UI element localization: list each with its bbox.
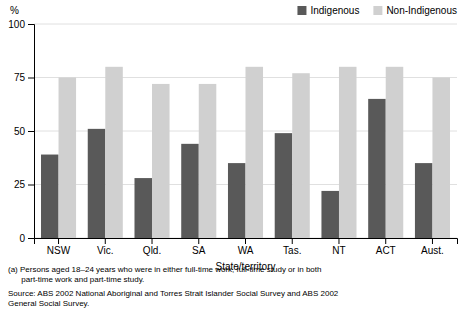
footnote: Source: ABS 2002 National Aboriginal and… <box>8 289 339 298</box>
bar <box>415 163 433 238</box>
y-tick: 50 <box>14 126 34 137</box>
footnotes: (a) Persons aged 18–24 years who were in… <box>8 265 339 308</box>
x-tick-label: Qld. <box>143 245 161 256</box>
chart: 0 25 50 75 100 NSW Vic. Qld. SA WA Tas. NT ACT Aust.%… <box>0 0 467 312</box>
y-tick: 100 <box>8 19 34 30</box>
x-tick-label: Tas. <box>283 245 301 256</box>
x-tick: ACT <box>376 238 396 256</box>
x-tick: Qld. <box>143 238 161 256</box>
x-tick-label: NSW <box>47 245 71 256</box>
x-tick-mark <box>385 238 386 244</box>
y-tick-label: 100 <box>8 19 25 30</box>
y-tick: 75 <box>14 72 34 83</box>
legend-swatch <box>373 6 382 15</box>
footnote: part-time work and part-time study. <box>8 275 144 284</box>
x-tick-label: NT <box>332 245 345 256</box>
bar-series <box>59 67 450 238</box>
bar <box>59 78 77 239</box>
y-tick: 25 <box>14 179 34 190</box>
bar <box>292 73 310 238</box>
bar <box>134 178 152 238</box>
grid-line <box>34 24 457 25</box>
y-tick-mark <box>28 185 34 186</box>
bar <box>246 67 264 238</box>
x-tick: NSW <box>47 238 71 256</box>
legend-label: Indigenous <box>310 5 359 16</box>
footnote: General Social Survey. <box>8 299 89 308</box>
y-tick-label: 25 <box>14 179 26 190</box>
bar <box>228 163 246 238</box>
x-tick-mark <box>152 238 153 244</box>
y-axis-line <box>28 25 35 239</box>
bars <box>41 67 450 238</box>
x-tick: Tas. <box>283 238 301 256</box>
x-tick: SA <box>192 238 206 256</box>
y-tick-label: 50 <box>14 126 26 137</box>
legend-item: Indigenous <box>297 5 359 16</box>
x-tick-label: Aust. <box>421 245 444 256</box>
x-tick-mark <box>198 238 199 244</box>
y-tick-label: 0 <box>19 233 25 244</box>
x-tick-mark <box>338 238 339 244</box>
bar <box>321 191 339 238</box>
legend-label: Non-Indigenous <box>386 5 457 16</box>
x-axis: NSW Vic. Qld. SA WA Tas. NT ACT Aust. <box>35 238 458 256</box>
bar <box>368 99 386 238</box>
y-tick-mark <box>28 78 34 79</box>
bar <box>181 144 199 238</box>
x-tick-mark <box>245 238 246 244</box>
x-tick: WA <box>238 238 254 256</box>
x-tick-mark <box>105 238 106 244</box>
bar <box>275 133 293 238</box>
bar <box>88 129 106 238</box>
y-tick-mark <box>28 238 34 239</box>
x-tick: Vic. <box>97 238 114 256</box>
x-axis-line <box>35 239 458 245</box>
bar <box>199 84 217 238</box>
grid <box>34 24 457 238</box>
x-tick-label: WA <box>238 245 254 256</box>
y-axis-label: % <box>10 5 19 16</box>
y-axis: 0 25 50 75 100 <box>8 19 34 244</box>
plot: 0 25 50 75 100 NSW Vic. Qld. SA WA Tas. NT ACT Aust. <box>8 19 457 256</box>
y-tick-mark <box>28 131 34 132</box>
y-tick-label: 75 <box>14 72 26 83</box>
x-tick: NT <box>332 238 345 256</box>
x-tick-mark <box>292 238 293 244</box>
x-tick-mark <box>432 238 433 244</box>
bar <box>41 155 59 238</box>
x-tick-label: Vic. <box>97 245 114 256</box>
bar <box>386 67 404 238</box>
y-tick-mark <box>28 24 34 25</box>
legend-item: Non-Indigenous <box>373 5 457 16</box>
footnote: (a) Persons aged 18–24 years who were in… <box>8 265 321 274</box>
bar <box>105 67 123 238</box>
legend: Indigenous Non-Indigenous <box>297 5 457 16</box>
y-tick: 0 <box>19 233 34 244</box>
legend-swatch <box>297 6 306 15</box>
bar-series <box>41 99 432 238</box>
x-tick: Aust. <box>421 238 444 256</box>
bar <box>339 67 357 238</box>
x-tick-label: SA <box>192 245 206 256</box>
x-tick-label: ACT <box>376 245 396 256</box>
bar <box>152 84 170 238</box>
bar <box>432 78 450 239</box>
x-tick-mark <box>58 238 59 244</box>
